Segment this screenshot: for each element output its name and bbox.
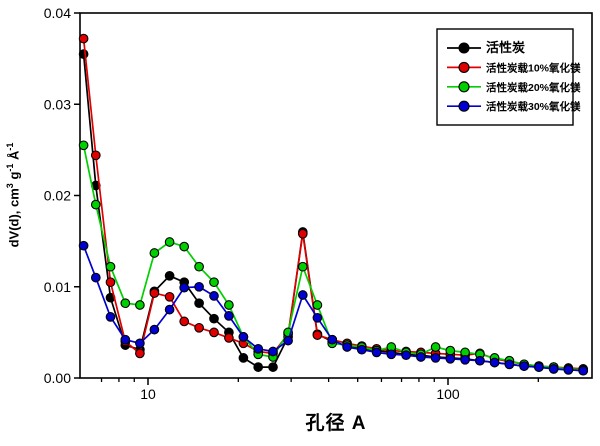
series-3-marker [416, 352, 426, 362]
series-0-marker [238, 353, 249, 363]
y-axis-title-superscript: 3 [5, 183, 15, 189]
series-3-marker [430, 353, 441, 363]
y-axis-title-text: dV(d), cm [6, 188, 22, 248]
series-1-marker [149, 288, 160, 298]
series-2-marker [312, 300, 323, 310]
series-2-marker [105, 261, 116, 272]
series-2-marker [78, 140, 89, 151]
series-1-marker [209, 327, 219, 338]
series-0-marker [164, 270, 175, 281]
y-tick-label: 0.04 [44, 5, 71, 21]
y-tick-label: 0.00 [44, 370, 71, 386]
y-axis-title-text: Å [6, 150, 22, 164]
legend-marker-icon [458, 42, 470, 54]
series-3-line [82, 245, 584, 372]
series-3-marker [312, 312, 323, 323]
series-1-marker [90, 150, 101, 161]
x-axis-title: 孔径 A [305, 413, 367, 434]
y-axis-title-superscript: -1 [5, 142, 15, 151]
series-2-marker [164, 237, 175, 247]
series-2-marker [135, 300, 145, 310]
series-3-marker [78, 240, 89, 251]
series-2-marker [120, 298, 131, 309]
series-3-marker [519, 361, 529, 371]
series-3-marker [135, 338, 145, 349]
legend-label: 活性炭载10%氧化镁 [486, 61, 581, 74]
series-0-marker [194, 298, 204, 309]
series-3-marker [327, 334, 338, 345]
series-3-marker [149, 324, 160, 335]
series-3-marker [120, 334, 131, 345]
series-1-marker [135, 348, 145, 359]
y-axis-title: dV(d), cm3 g-1 Å-1 [5, 80, 23, 310]
series-3-marker [460, 354, 470, 365]
series-1-marker [312, 330, 323, 340]
series-3-marker [489, 357, 500, 368]
y-axis-title-superscript: -1 [5, 163, 15, 172]
series-2-marker [209, 277, 219, 288]
y-tick-label: 0.01 [44, 279, 71, 295]
series-3-marker [105, 312, 116, 322]
x-tick-label: 100 [436, 386, 460, 402]
series-1-marker [78, 33, 89, 44]
series-2-marker [224, 300, 234, 310]
series-3-marker [194, 281, 204, 292]
series-2-marker [194, 261, 204, 272]
legend-marker-icon [458, 61, 470, 73]
series-3-marker [563, 364, 574, 375]
series-0-marker [268, 362, 278, 372]
legend-label: 活性炭载20%氧化镁 [486, 81, 581, 94]
series-1-marker [194, 322, 204, 333]
series-3-marker [209, 291, 219, 301]
series-0-marker [253, 362, 264, 372]
series-3-marker [445, 353, 456, 364]
series-1-marker [224, 333, 234, 343]
series-2-marker [179, 241, 190, 252]
legend-label: 活性炭载30%氧化镁 [486, 100, 581, 113]
series-3-marker [548, 364, 559, 374]
series-3-marker [401, 350, 411, 361]
y-tick-label: 0.02 [44, 188, 71, 204]
series-3-marker [534, 362, 544, 372]
series-3-marker [578, 365, 589, 376]
y-tick-label: 0.03 [44, 96, 71, 112]
series-3-marker [283, 335, 293, 346]
series-1-marker [164, 291, 175, 302]
series-1-marker [297, 228, 308, 239]
legend-label: 活性炭 [486, 40, 525, 55]
series-3-marker [268, 346, 278, 357]
series-3-marker [356, 344, 367, 355]
series-3-marker [164, 304, 175, 315]
series-3-marker [224, 311, 234, 321]
series-3-marker [253, 343, 264, 354]
x-tick-label: 10 [140, 386, 156, 402]
series-1-marker [105, 277, 116, 288]
series-0-marker [209, 313, 219, 324]
legend-marker-icon [458, 100, 470, 112]
series-3-marker [371, 347, 382, 358]
series-3-marker [342, 342, 352, 352]
series-3-marker [90, 272, 101, 283]
series-3-marker [386, 349, 397, 360]
series-3-marker [297, 290, 308, 300]
series-1-marker [179, 316, 190, 327]
series-3-marker [179, 282, 190, 293]
series-2-marker [445, 345, 456, 356]
series-2-marker [297, 261, 308, 272]
series-2-marker [149, 248, 160, 258]
series-0-marker [78, 49, 89, 59]
series-3-marker [475, 355, 485, 366]
series-3-marker [504, 359, 515, 370]
legend-marker-icon [458, 81, 470, 93]
series-2-marker [90, 199, 101, 210]
series-3-marker [238, 332, 249, 342]
y-axis-title-text: g [6, 171, 22, 184]
series-2-marker [430, 342, 441, 352]
